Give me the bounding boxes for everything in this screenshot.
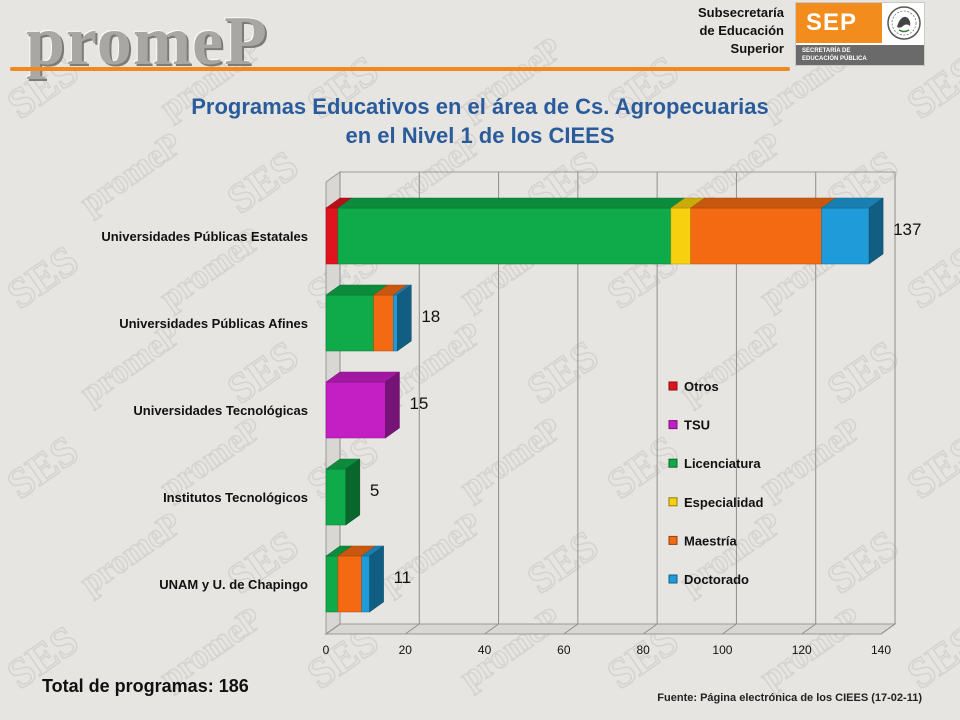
legend-label: TSU bbox=[684, 418, 710, 433]
x-tick-label: 20 bbox=[399, 643, 413, 657]
subsecretaria-label: Subsecretaría de Educación Superior bbox=[640, 4, 784, 58]
sep-band-line-1: SECRETARÍA DE bbox=[802, 48, 851, 54]
bar-segment bbox=[393, 294, 398, 352]
gridline-floor bbox=[404, 623, 420, 635]
gridline-floor bbox=[563, 623, 579, 635]
subsecretaria-line-2: de Educación bbox=[699, 23, 784, 38]
legend-label: Doctorado bbox=[684, 572, 749, 587]
bar-segment bbox=[361, 555, 370, 613]
bar-total-label: 5 bbox=[370, 481, 379, 500]
legend-swatch bbox=[668, 497, 678, 507]
legend-label: Especialidad bbox=[684, 495, 764, 510]
x-tick-label: 60 bbox=[557, 643, 571, 657]
x-tick-label: 120 bbox=[792, 643, 812, 657]
bar-segment-side bbox=[868, 197, 884, 265]
category-label: Universidades Públicas Afines bbox=[119, 316, 308, 331]
category-label: Universidades Tecnológicas bbox=[133, 403, 308, 418]
bar-segment bbox=[337, 555, 362, 613]
gridline-floor bbox=[325, 623, 341, 635]
x-tick-label: 0 bbox=[323, 643, 330, 657]
legend-swatch bbox=[668, 420, 678, 430]
bar-segment bbox=[690, 207, 822, 265]
x-tick-label: 100 bbox=[712, 643, 732, 657]
bar-segment bbox=[325, 294, 374, 352]
mexican-eagle-seal-icon bbox=[887, 6, 921, 40]
subsecretaria-line-3: Superior bbox=[730, 41, 784, 56]
bar-segment bbox=[325, 468, 347, 526]
bar-total-label: 137 bbox=[893, 220, 921, 239]
bar-segment bbox=[325, 207, 339, 265]
sep-band-line-2: EDUCACIÓN PÚBLICA bbox=[802, 56, 867, 62]
bar-segment-top bbox=[689, 197, 837, 209]
header-rule bbox=[10, 67, 790, 71]
legend-swatch bbox=[668, 381, 678, 391]
bar-total-label: 15 bbox=[409, 394, 428, 413]
legend-swatch bbox=[668, 535, 678, 545]
legend-swatch bbox=[668, 458, 678, 468]
x-tick-label: 80 bbox=[636, 643, 650, 657]
gridline-floor bbox=[722, 623, 737, 635]
bar-total-label: 18 bbox=[421, 307, 440, 326]
bar-segment-side bbox=[369, 545, 384, 613]
category-label: UNAM y U. de Chapingo bbox=[159, 577, 308, 592]
sep-logo-band: SECRETARÍA DE EDUCACIÓN PÚBLICA bbox=[796, 45, 924, 65]
total-programs-label: Total de programas: 186 bbox=[42, 676, 249, 696]
gridline-floor bbox=[642, 623, 658, 635]
bar-segment bbox=[821, 207, 870, 265]
bar-total-label: 11 bbox=[394, 568, 412, 587]
legend-label: Otros bbox=[684, 379, 719, 394]
title-line-1: Programas Educativos en el área de Cs. A… bbox=[191, 94, 769, 119]
source-note: Fuente: Página electrónica de los CIEES … bbox=[657, 692, 922, 704]
bar-segment bbox=[325, 555, 339, 613]
sep-logo: SEP SECRETARÍA DE EDUCACIÓN PÚBLICA bbox=[795, 2, 925, 66]
gridline-floor bbox=[484, 623, 499, 635]
bar-segment bbox=[373, 294, 394, 352]
category-label: Institutos Tecnológicos bbox=[163, 490, 308, 505]
bar-segment bbox=[337, 207, 672, 265]
legend-label: Licenciatura bbox=[684, 456, 761, 471]
title-line-2: en el Nivel 1 de los CIEES bbox=[345, 123, 615, 148]
x-tick-label: 140 bbox=[871, 643, 891, 657]
subsecretaria-line-1: Subsecretaría bbox=[698, 5, 784, 20]
sep-logo-text: SEP bbox=[796, 3, 882, 43]
bar-segment bbox=[325, 381, 386, 439]
x-tick-label: 40 bbox=[478, 643, 492, 657]
bar-segment-top bbox=[337, 197, 686, 209]
bar-segment-side bbox=[397, 284, 412, 352]
bar-segment-side bbox=[345, 458, 361, 526]
bar-segment bbox=[670, 207, 691, 265]
legend-label: Maestría bbox=[684, 533, 738, 548]
bar-segment-side bbox=[385, 371, 400, 439]
gridline-floor bbox=[801, 623, 817, 635]
legend-swatch bbox=[668, 574, 678, 584]
gridline-floor bbox=[880, 623, 896, 635]
chart-floor bbox=[324, 623, 897, 635]
page-title: Programas Educativos en el área de Cs. A… bbox=[60, 92, 900, 150]
category-label: Universidades Públicas Estatales bbox=[101, 229, 308, 244]
